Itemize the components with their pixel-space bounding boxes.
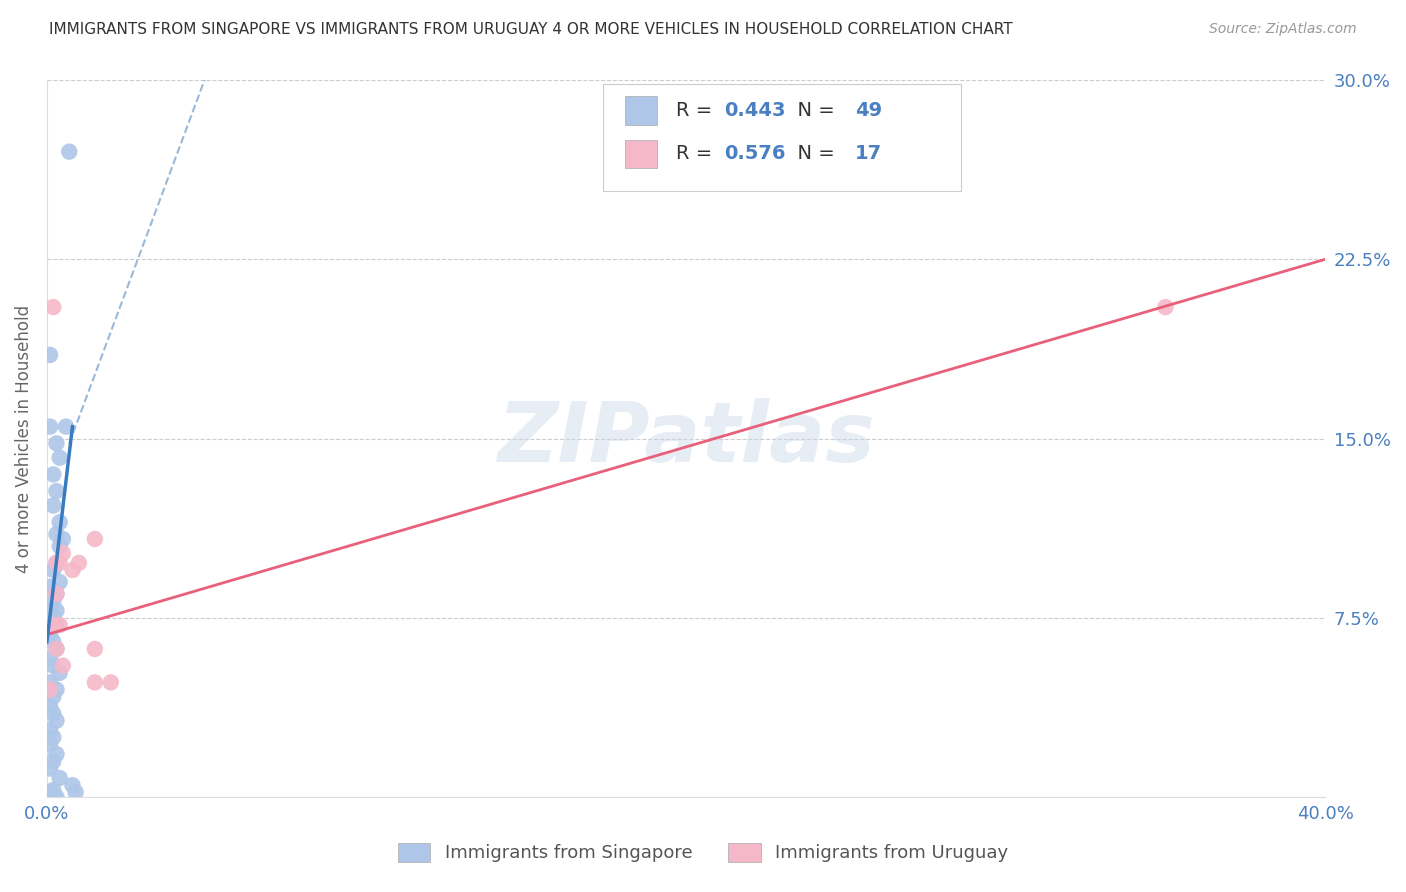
Point bbox=[45, 527, 67, 541]
Point bbox=[65, 785, 87, 799]
Point bbox=[42, 563, 65, 577]
Point bbox=[52, 546, 75, 560]
Point bbox=[39, 348, 62, 362]
Point bbox=[45, 682, 67, 697]
Point bbox=[42, 300, 65, 314]
Point bbox=[45, 436, 67, 450]
Text: R =: R = bbox=[676, 102, 718, 120]
Point bbox=[39, 675, 62, 690]
Point bbox=[42, 690, 65, 704]
Point bbox=[45, 790, 67, 805]
Text: 17: 17 bbox=[855, 145, 882, 163]
Point bbox=[39, 604, 62, 618]
Text: N =: N = bbox=[785, 102, 841, 120]
Legend: Immigrants from Singapore, Immigrants from Uruguay: Immigrants from Singapore, Immigrants fr… bbox=[391, 836, 1015, 870]
Point bbox=[45, 604, 67, 618]
Point bbox=[45, 556, 67, 570]
Text: Source: ZipAtlas.com: Source: ZipAtlas.com bbox=[1209, 22, 1357, 37]
Point bbox=[100, 675, 122, 690]
Point bbox=[83, 675, 105, 690]
Point bbox=[39, 682, 62, 697]
Point bbox=[52, 532, 75, 546]
Point bbox=[42, 658, 65, 673]
Point bbox=[48, 574, 70, 589]
Text: IMMIGRANTS FROM SINGAPORE VS IMMIGRANTS FROM URUGUAY 4 OR MORE VEHICLES IN HOUSE: IMMIGRANTS FROM SINGAPORE VS IMMIGRANTS … bbox=[49, 22, 1012, 37]
Text: R =: R = bbox=[676, 145, 718, 163]
Point bbox=[48, 618, 70, 632]
Point bbox=[39, 738, 62, 752]
Point bbox=[39, 723, 62, 738]
Point bbox=[39, 580, 62, 594]
Text: 0.443: 0.443 bbox=[724, 102, 786, 120]
Point bbox=[48, 556, 70, 570]
Point bbox=[39, 627, 62, 641]
Point bbox=[52, 658, 75, 673]
Y-axis label: 4 or more Vehicles in Household: 4 or more Vehicles in Household bbox=[15, 304, 32, 573]
Point bbox=[45, 642, 67, 657]
Point bbox=[48, 450, 70, 465]
Point bbox=[42, 618, 65, 632]
Point bbox=[62, 563, 84, 577]
Point bbox=[39, 651, 62, 665]
FancyBboxPatch shape bbox=[624, 96, 657, 125]
Point bbox=[45, 556, 67, 570]
Point bbox=[83, 642, 105, 657]
Point bbox=[42, 788, 65, 802]
FancyBboxPatch shape bbox=[603, 84, 960, 191]
Point bbox=[39, 762, 62, 776]
Point bbox=[42, 706, 65, 721]
Point bbox=[45, 587, 67, 601]
Point bbox=[45, 484, 67, 499]
Point bbox=[42, 467, 65, 482]
Point bbox=[58, 145, 80, 159]
Point bbox=[42, 754, 65, 768]
Text: ZIPatlas: ZIPatlas bbox=[498, 398, 875, 479]
Point bbox=[45, 618, 67, 632]
Point bbox=[39, 419, 62, 434]
Point bbox=[39, 785, 62, 799]
Point bbox=[42, 594, 65, 608]
Point bbox=[45, 714, 67, 728]
Point bbox=[45, 747, 67, 761]
Point bbox=[39, 699, 62, 714]
Point bbox=[67, 556, 90, 570]
Point bbox=[42, 499, 65, 513]
Point bbox=[39, 790, 62, 805]
Point bbox=[45, 642, 67, 657]
Point bbox=[1154, 300, 1177, 314]
Point bbox=[42, 783, 65, 797]
Point bbox=[42, 634, 65, 648]
Point bbox=[48, 539, 70, 553]
Point bbox=[83, 532, 105, 546]
Point bbox=[48, 665, 70, 680]
Point bbox=[55, 419, 77, 434]
Text: 49: 49 bbox=[855, 102, 882, 120]
Point bbox=[62, 778, 84, 792]
FancyBboxPatch shape bbox=[624, 139, 657, 169]
Point bbox=[48, 771, 70, 785]
Text: 0.576: 0.576 bbox=[724, 145, 786, 163]
Point bbox=[42, 731, 65, 745]
Point bbox=[48, 515, 70, 529]
Point bbox=[42, 611, 65, 625]
Text: N =: N = bbox=[785, 145, 841, 163]
Point bbox=[45, 587, 67, 601]
